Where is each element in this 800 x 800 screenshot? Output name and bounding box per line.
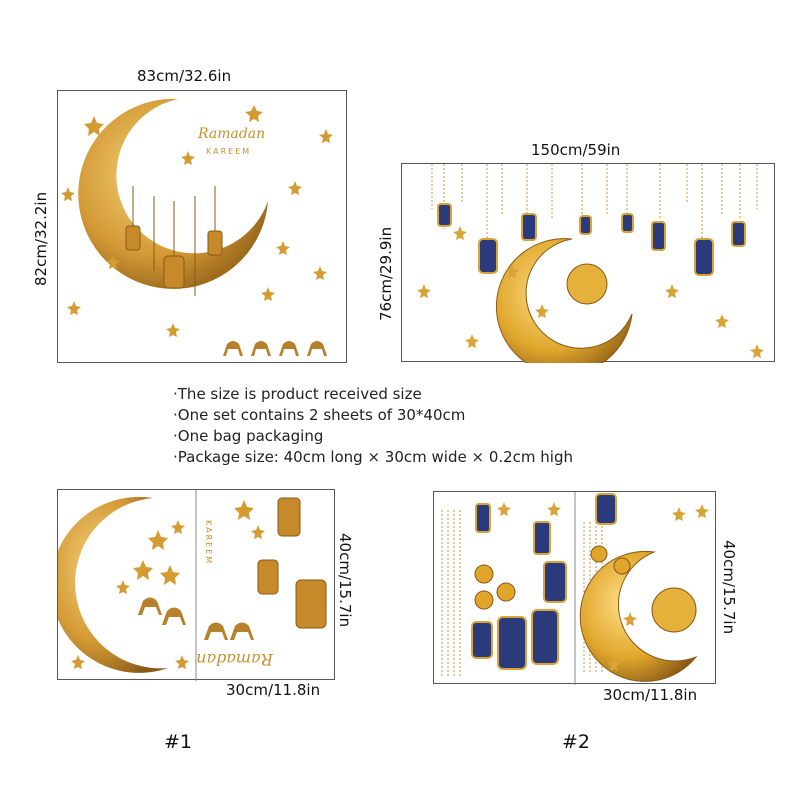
medallion-icons [474,545,631,610]
crescent-moon-icon [495,238,633,363]
sheet2-height-label: 40cm/15.7in [720,540,738,635]
set1-preview-panel: Ramadan KAREEM [57,90,347,363]
note-3: ·One bag packaging [173,427,324,445]
lantern-icons [471,493,617,670]
crescent-moon-icon [579,550,698,682]
lantern-icons [437,203,746,276]
camel-icons [138,597,254,640]
note-4: ·Package size: 40cm long × 30cm wide × 0… [173,448,573,466]
sheet1-script-text: Ramadan [196,650,274,669]
greeting-caps-text: KAREEM [206,147,251,156]
note-2: ·One set contains 2 sheets of 30*40cm [173,406,466,424]
set1-decoration: Ramadan KAREEM [61,98,333,356]
sheet1-panel: KAREEM Ramadan [57,489,335,681]
set2-height-label: 76cm/29.9in [377,226,395,321]
sheet1-height-label: 40cm/15.7in [336,533,354,628]
medallion-icon [566,263,608,305]
sheet2-width-label: 30cm/11.8in [603,686,698,704]
set1-label: #1 [164,731,193,753]
crescent-moon-icon [58,496,168,673]
set2-label: #2 [562,731,591,753]
hanging-strings [431,164,758,239]
set1-height-label: 82cm/32.2in [32,191,50,286]
medallion-icon [651,587,697,633]
lantern-icons [257,497,327,629]
product-notes: ·The size is product received size ·One … [173,384,573,468]
sheet2-decoration [441,492,709,685]
star-icons [497,502,709,671]
set1-width-label: 83cm/32.6in [137,67,232,85]
sheet1-width-label: 30cm/11.8in [226,681,321,699]
star-icons [71,500,265,669]
sheet2-panel [433,491,716,685]
star-icons [61,105,333,337]
greeting-script-text: Ramadan [197,126,265,142]
note-1: ·The size is product received size [173,385,422,403]
set2-decoration [417,164,764,363]
set2-width-label: 150cm/59in [531,141,621,159]
star-icons [417,226,764,358]
lantern-group-icon [125,186,223,296]
sheet1-caps-text: KAREEM [204,520,213,565]
sheet1-decoration: KAREEM Ramadan [58,490,327,681]
set2-preview-panel [401,163,775,363]
camel-icons [223,341,327,356]
